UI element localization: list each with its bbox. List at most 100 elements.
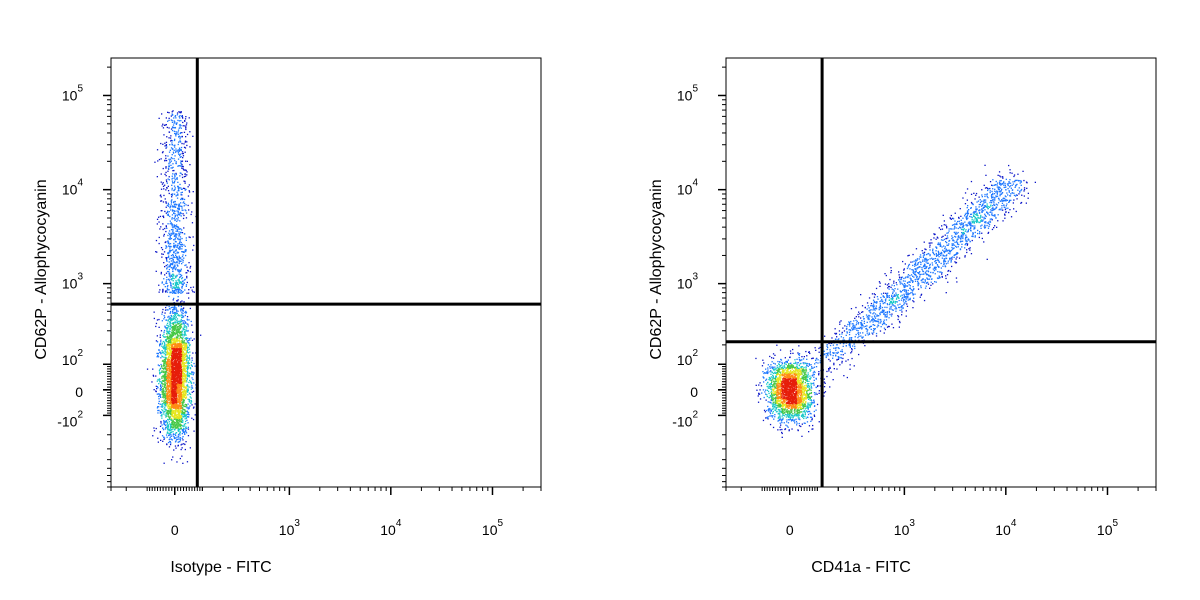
event-dot <box>181 354 183 356</box>
event-dot <box>164 398 166 400</box>
event-dot <box>182 407 184 409</box>
event-dot <box>186 378 188 380</box>
event-dot <box>173 185 176 187</box>
event-dot <box>172 263 174 265</box>
event-dot <box>186 133 189 136</box>
event-dot <box>183 353 186 355</box>
event-dot <box>171 375 173 378</box>
event-dot <box>167 185 169 187</box>
event-dot <box>997 174 999 176</box>
event-dot <box>176 370 178 372</box>
event-dot <box>166 412 168 414</box>
event-dot <box>176 339 178 341</box>
event-dot <box>182 333 184 335</box>
event-dot <box>176 349 179 351</box>
event-dot <box>173 381 175 384</box>
event-dot <box>163 419 165 422</box>
event-dot <box>166 270 169 273</box>
event-dot <box>172 334 174 337</box>
event-dot <box>175 355 177 357</box>
event-dot <box>764 411 766 413</box>
event-dot <box>166 415 168 417</box>
event-dot <box>176 264 178 266</box>
event-dot <box>165 379 167 381</box>
event-dot <box>163 348 165 350</box>
event-dot <box>174 210 176 212</box>
event-dot <box>181 455 183 457</box>
event-dot <box>184 348 186 350</box>
event-dot <box>173 400 175 402</box>
event-dot <box>175 117 177 119</box>
event-dot <box>175 324 177 326</box>
event-dot <box>178 111 180 113</box>
event-dot <box>177 158 180 160</box>
event-dot <box>169 340 171 342</box>
event-dot <box>160 200 163 202</box>
event-dot <box>160 341 162 343</box>
event-dot <box>174 338 176 340</box>
event-dot <box>187 412 190 414</box>
event-dot <box>177 359 179 361</box>
event-dot <box>163 399 165 402</box>
event-dot <box>173 290 176 292</box>
event-dot <box>165 339 167 341</box>
event-dot <box>964 192 967 194</box>
event-dot <box>186 377 188 379</box>
event-dot <box>181 346 184 348</box>
event-dot <box>167 202 169 204</box>
event-dot <box>185 345 187 347</box>
event-dot <box>170 433 172 436</box>
event-dot <box>173 410 175 412</box>
event-dot <box>171 184 173 186</box>
event-dot <box>178 290 180 292</box>
event-dot <box>984 187 987 189</box>
event-dot <box>163 436 165 438</box>
event-dot <box>823 381 826 383</box>
event-dot <box>184 431 186 433</box>
event-dot <box>174 383 176 385</box>
event-dot <box>174 429 176 431</box>
event-dot <box>172 283 174 285</box>
event-dot <box>172 308 174 311</box>
event-dot <box>170 229 173 231</box>
event-dot <box>950 214 952 217</box>
event-dot <box>183 340 185 342</box>
event-dot <box>169 427 172 429</box>
event-dot <box>178 273 180 275</box>
event-dot <box>178 352 180 354</box>
event-dot <box>171 419 173 421</box>
event-dot <box>174 180 176 183</box>
event-dot <box>165 155 167 157</box>
event-dot <box>189 307 191 310</box>
event-dot <box>176 112 179 114</box>
event-dot <box>159 394 161 396</box>
event-dot <box>851 351 853 353</box>
event-dot <box>166 211 169 214</box>
event-dot <box>188 407 190 410</box>
event-dot <box>185 250 187 253</box>
event-dot <box>158 369 161 372</box>
event-dot <box>183 396 185 399</box>
event-dot <box>170 310 172 313</box>
event-dot <box>175 329 177 331</box>
event-dot <box>190 373 192 375</box>
event-dot <box>193 244 195 247</box>
event-dot <box>182 370 184 372</box>
event-dot <box>160 188 163 190</box>
event-dot <box>180 325 182 327</box>
event-dot <box>171 422 173 424</box>
event-dot <box>167 394 169 396</box>
event-dot <box>194 403 196 405</box>
event-dot <box>180 231 182 234</box>
event-dot <box>179 393 181 395</box>
event-dot <box>177 444 179 446</box>
event-dot <box>166 246 168 248</box>
event-dot <box>184 245 186 247</box>
event-dot <box>163 380 165 382</box>
event-dot <box>187 270 189 272</box>
event-dot <box>158 402 160 405</box>
event-dot <box>171 400 174 402</box>
event-dot <box>185 322 187 324</box>
event-dot <box>172 368 174 371</box>
event-dot <box>164 424 167 427</box>
